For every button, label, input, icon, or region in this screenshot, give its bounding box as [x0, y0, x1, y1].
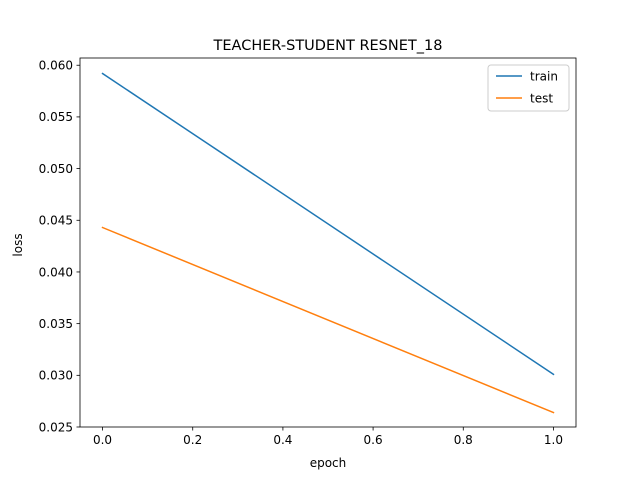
y-axis: 0.025 0.030 0.035 0.040 0.045 0.050 0.055 0.060 [39, 59, 80, 434]
legend-entry-train: train [530, 70, 558, 84]
y-tick-label: 0.060 [39, 59, 73, 73]
series-line-test [101, 226, 555, 414]
x-axis-label: epoch [310, 456, 347, 470]
x-tick-label: 0.6 [364, 433, 383, 447]
plot-frame [79, 57, 577, 428]
x-tick-label: 0.4 [273, 433, 292, 447]
chart-title: TEACHER-STUDENT RESNET_18 [213, 38, 443, 54]
x-tick-label: 0.2 [183, 433, 202, 447]
y-tick-label: 0.030 [39, 369, 73, 383]
x-tick-label: 0.0 [93, 433, 112, 447]
x-tick-label: 0.8 [454, 433, 473, 447]
x-axis: 0.0 0.2 0.4 0.6 0.8 1.0 [93, 427, 563, 447]
series-layer [101, 72, 555, 414]
y-axis-label: loss [11, 233, 25, 256]
y-tick-label: 0.035 [39, 317, 73, 331]
y-tick-label: 0.025 [39, 420, 73, 434]
series-line-train [101, 72, 555, 376]
plot-area: 0.0 0.2 0.4 0.6 0.8 1.0 0.0250.0300.0350.0400… [39, 57, 577, 447]
y-tick-label: 0.040 [39, 265, 73, 279]
y-tick-label: 0.045 [39, 214, 73, 228]
legend: train test [487, 64, 570, 112]
legend-entry-test: test [530, 92, 553, 106]
y-tick-label: 0.050 [39, 162, 73, 176]
x-tick-label: 1.0 [544, 433, 563, 447]
y-tick-label: 0.055 [39, 110, 73, 124]
